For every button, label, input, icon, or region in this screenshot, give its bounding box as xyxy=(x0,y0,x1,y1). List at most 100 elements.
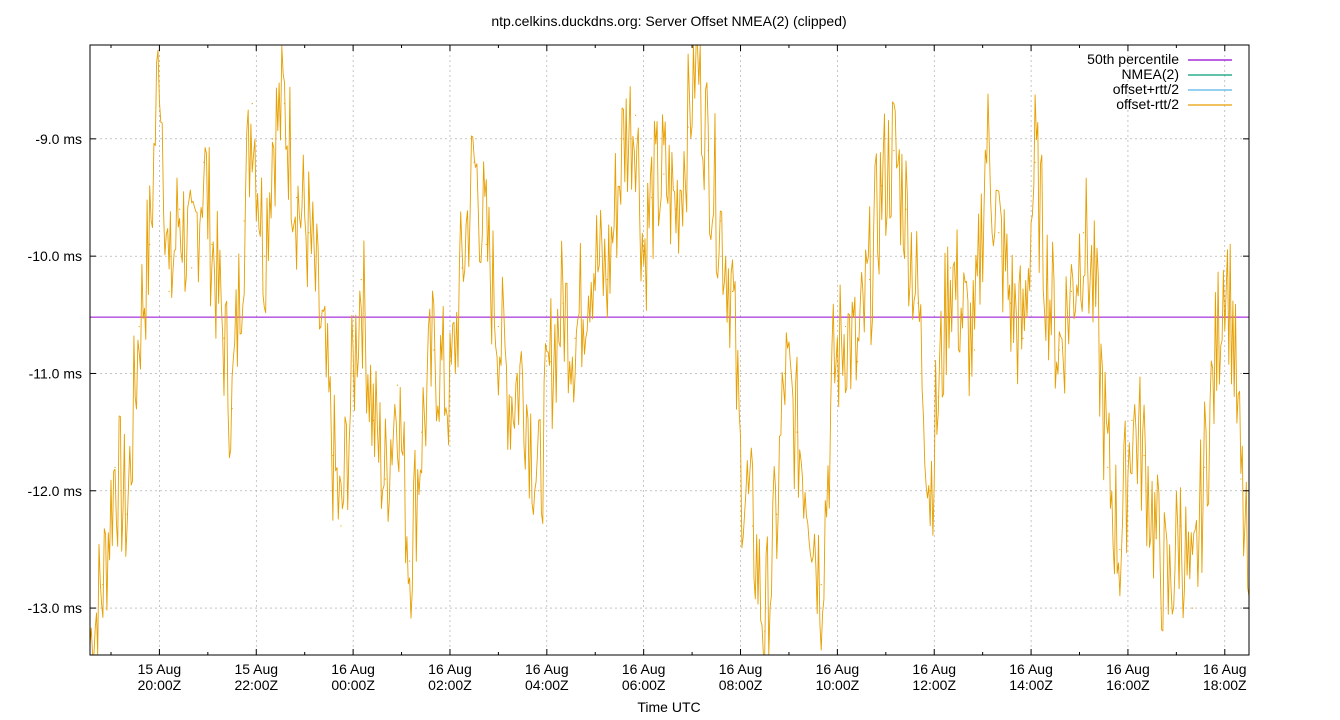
data-point xyxy=(606,279,608,281)
data-point xyxy=(776,513,778,515)
x-tick-label-time: 14:00Z xyxy=(1009,677,1053,693)
y-tick-label: -12.0 ms xyxy=(28,483,82,499)
data-point xyxy=(1046,279,1048,281)
data-point xyxy=(663,173,665,175)
legend-label: NMEA(2) xyxy=(1121,66,1179,82)
data-point xyxy=(1119,548,1121,551)
data-point xyxy=(1143,454,1145,457)
data-point xyxy=(707,149,709,152)
data-point xyxy=(263,255,265,257)
data-point xyxy=(352,372,354,375)
data-point xyxy=(1224,255,1226,257)
data-point xyxy=(1107,466,1109,468)
data-point xyxy=(497,325,499,328)
x-tick-label-date: 15 Aug xyxy=(138,661,182,677)
data-point xyxy=(820,584,822,586)
data-point xyxy=(808,490,810,492)
data-point xyxy=(1232,325,1234,328)
x-tick-label-date: 16 Aug xyxy=(912,661,956,677)
data-point xyxy=(223,337,225,339)
data-point xyxy=(643,255,645,257)
x-tick-label-time: 06:00Z xyxy=(622,677,666,693)
data-point xyxy=(622,138,625,140)
data-point xyxy=(211,243,213,246)
data-point xyxy=(203,161,205,163)
x-tick-label-time: 16:00Z xyxy=(1106,677,1150,693)
x-tick-label-time: 22:00Z xyxy=(234,677,278,693)
data-point xyxy=(271,138,274,140)
data-point xyxy=(191,267,193,269)
data-point xyxy=(522,372,524,375)
data-point xyxy=(1034,161,1036,163)
x-tick-label-date: 16 Aug xyxy=(1106,661,1150,677)
legend-label: offset-rtt/2 xyxy=(1116,96,1179,112)
data-point xyxy=(1179,525,1181,527)
x-tick-label-time: 08:00Z xyxy=(719,677,763,693)
data-point xyxy=(687,126,689,128)
data-point xyxy=(784,372,786,375)
y-tick-label: -11.0 ms xyxy=(29,365,82,381)
data-point xyxy=(893,149,895,152)
y-tick-label: -13.0 ms xyxy=(28,600,82,616)
x-tick-label-time: 18:00Z xyxy=(1203,677,1247,693)
data-point xyxy=(149,243,151,246)
data-point xyxy=(283,103,286,105)
legend-label: offset+rtt/2 xyxy=(1113,81,1179,97)
data-point xyxy=(168,290,170,292)
data-point xyxy=(590,255,592,257)
x-tick-label-date: 16 Aug xyxy=(719,661,763,677)
chart-title: ntp.celkins.duckdns.org: Server Offset N… xyxy=(491,13,846,29)
x-tick-label-date: 16 Aug xyxy=(428,661,472,677)
data-point xyxy=(372,419,374,421)
x-tick-label-time: 10:00Z xyxy=(816,677,860,693)
data-point xyxy=(881,185,883,187)
data-point xyxy=(231,408,233,410)
x-tick-label-time: 00:00Z xyxy=(331,677,375,693)
legend: 50th percentileNMEA(2)offset+rtt/2offset… xyxy=(1087,51,1232,112)
data-point xyxy=(138,325,140,328)
data-point xyxy=(929,490,931,492)
series-line-offset-rtt-2 xyxy=(89,44,1250,656)
data-point xyxy=(739,466,742,468)
data-point xyxy=(869,279,871,281)
data-point xyxy=(251,103,253,105)
data-point xyxy=(409,560,411,562)
data-point xyxy=(114,466,116,468)
data-point xyxy=(764,630,766,633)
y-tick-label: -9.0 ms xyxy=(35,131,82,147)
y-tick-label: -10.0 ms xyxy=(28,248,82,264)
legend-label: 50th percentile xyxy=(1087,51,1179,67)
data-point xyxy=(731,290,734,292)
data-point xyxy=(752,525,754,527)
series-layer xyxy=(89,44,1250,656)
data-point xyxy=(1070,290,1073,292)
data-point xyxy=(340,525,342,527)
x-tick-label-time: 20:00Z xyxy=(138,677,182,693)
data-point xyxy=(1010,302,1012,304)
data-point xyxy=(1167,595,1169,597)
x-tick-label-date: 16 Aug xyxy=(816,661,860,677)
data-point xyxy=(1095,302,1097,304)
data-point xyxy=(461,267,463,269)
data-point xyxy=(332,454,334,457)
data-point xyxy=(832,372,834,375)
data-point xyxy=(308,232,310,234)
data-point xyxy=(719,220,721,222)
data-point xyxy=(574,337,576,339)
data-point xyxy=(1240,478,1242,480)
data-point xyxy=(550,361,552,363)
data-point xyxy=(562,302,564,304)
data-point xyxy=(485,243,487,246)
data-point xyxy=(421,431,423,433)
x-tick-label-time: 12:00Z xyxy=(912,677,956,693)
data-point xyxy=(1131,419,1133,421)
data-point xyxy=(917,302,919,304)
data-point xyxy=(1022,337,1024,339)
data-point xyxy=(1204,466,1206,468)
data-point xyxy=(844,325,847,328)
data-point xyxy=(986,138,988,140)
x-tick-label-date: 16 Aug xyxy=(1009,661,1053,677)
x-axis-label: Time UTC xyxy=(637,699,700,715)
x-tick-label-time: 04:00Z xyxy=(525,677,569,693)
